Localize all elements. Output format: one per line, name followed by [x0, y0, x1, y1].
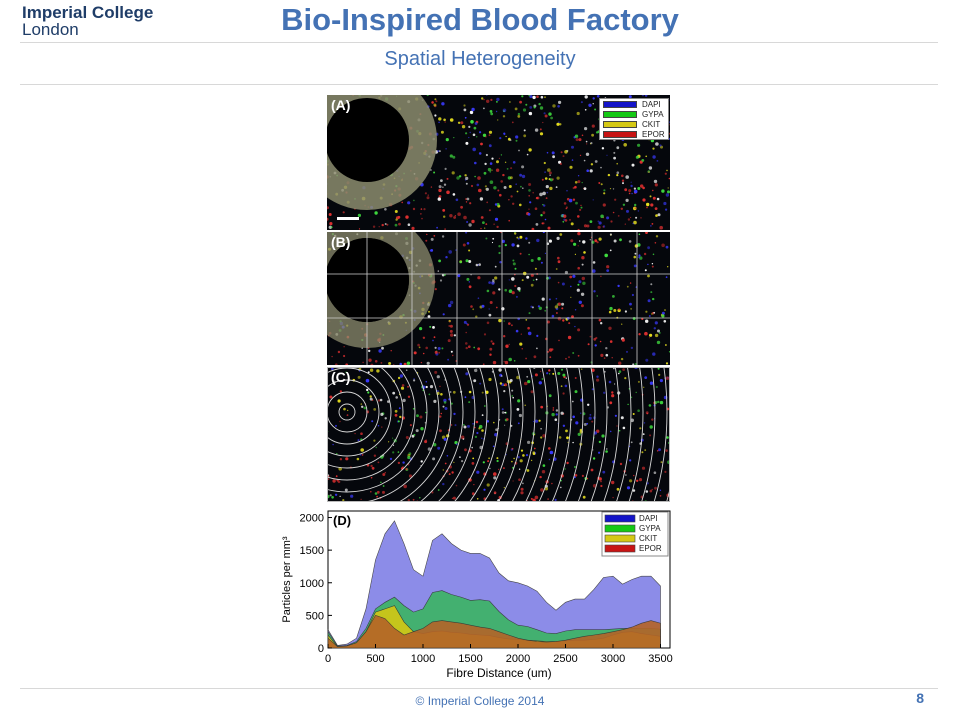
legend-item: DAPI [600, 99, 668, 109]
legend-label: EPOR [642, 130, 665, 139]
scale-bar [337, 217, 359, 220]
panel-c-label: (C) [331, 369, 351, 385]
x-tick-label: 0 [325, 653, 331, 665]
y-tick-label: 500 [306, 610, 324, 622]
x-tick-label: 500 [366, 653, 384, 665]
legend-label: GYPA [642, 110, 664, 119]
chart-legend-swatch [604, 534, 636, 543]
y-axis-label: Particles per mm³ [281, 536, 293, 623]
y-tick-label: 2000 [300, 513, 324, 525]
panel-a-label: (A) [331, 97, 351, 113]
footer-divider [20, 688, 938, 689]
x-tick-label: 2000 [506, 653, 530, 665]
y-tick-label: 1000 [300, 578, 324, 590]
area-epor [327, 615, 661, 649]
chart-legend-swatch [604, 514, 636, 523]
subtitle-divider [20, 84, 938, 85]
legend-item: CKIT [600, 119, 668, 129]
chart-legend-label: EPOR [639, 544, 662, 553]
slide-title: Bio-Inspired Blood Factory [281, 2, 679, 37]
chart-legend-label: CKIT [639, 534, 657, 543]
x-tick-label: 3500 [648, 653, 672, 665]
legend-swatch [603, 111, 637, 118]
legend-swatch [603, 121, 637, 128]
page-number: 8 [916, 690, 924, 706]
legend-swatch [603, 131, 637, 138]
slide-subtitle: Spatial Heterogeneity [384, 48, 576, 70]
x-tick-label: 1000 [411, 653, 435, 665]
y-tick-label: 1500 [300, 545, 324, 557]
x-tick-label: 2500 [553, 653, 577, 665]
panel-b-grid-segmentation [327, 232, 670, 365]
logo-line-2: London [22, 20, 79, 39]
x-tick-label: 3000 [601, 653, 625, 665]
panel-a-image: (A) DAPI GYPA CKIT EPOR [327, 95, 670, 230]
chart-legend-label: DAPI [639, 514, 658, 523]
panel-a-legend: DAPI GYPA CKIT EPOR [599, 98, 669, 140]
x-tick-label: 1500 [458, 653, 482, 665]
legend-swatch [603, 101, 637, 108]
legend-item: GYPA [600, 109, 668, 119]
title-divider [20, 42, 938, 43]
chart-legend-swatch [604, 524, 636, 533]
chart-legend-swatch [604, 544, 636, 553]
panel-b-image: (B) [327, 232, 670, 365]
logo-line-1: Imperial College [22, 3, 154, 22]
y-tick-label: 0 [318, 643, 324, 655]
legend-item: EPOR [600, 129, 668, 139]
panel-b-label: (B) [331, 234, 351, 250]
logo: Imperial College London [22, 4, 153, 38]
x-axis-label: Fibre Distance (um) [446, 666, 551, 680]
panel-d-label: (D) [333, 513, 351, 528]
panel-c-image: (C) [327, 367, 670, 502]
legend-label: DAPI [642, 100, 661, 109]
chart-legend-label: GYPA [639, 524, 661, 533]
legend-label: CKIT [642, 120, 661, 129]
footer-copyright: © Imperial College 2014 [415, 694, 545, 708]
particle-density-chart: 0 500 1000 1500 2000 2500 3000 3500 0 500 1000 1500… [281, 510, 673, 680]
panel-c-radial-segmentation [327, 367, 670, 502]
